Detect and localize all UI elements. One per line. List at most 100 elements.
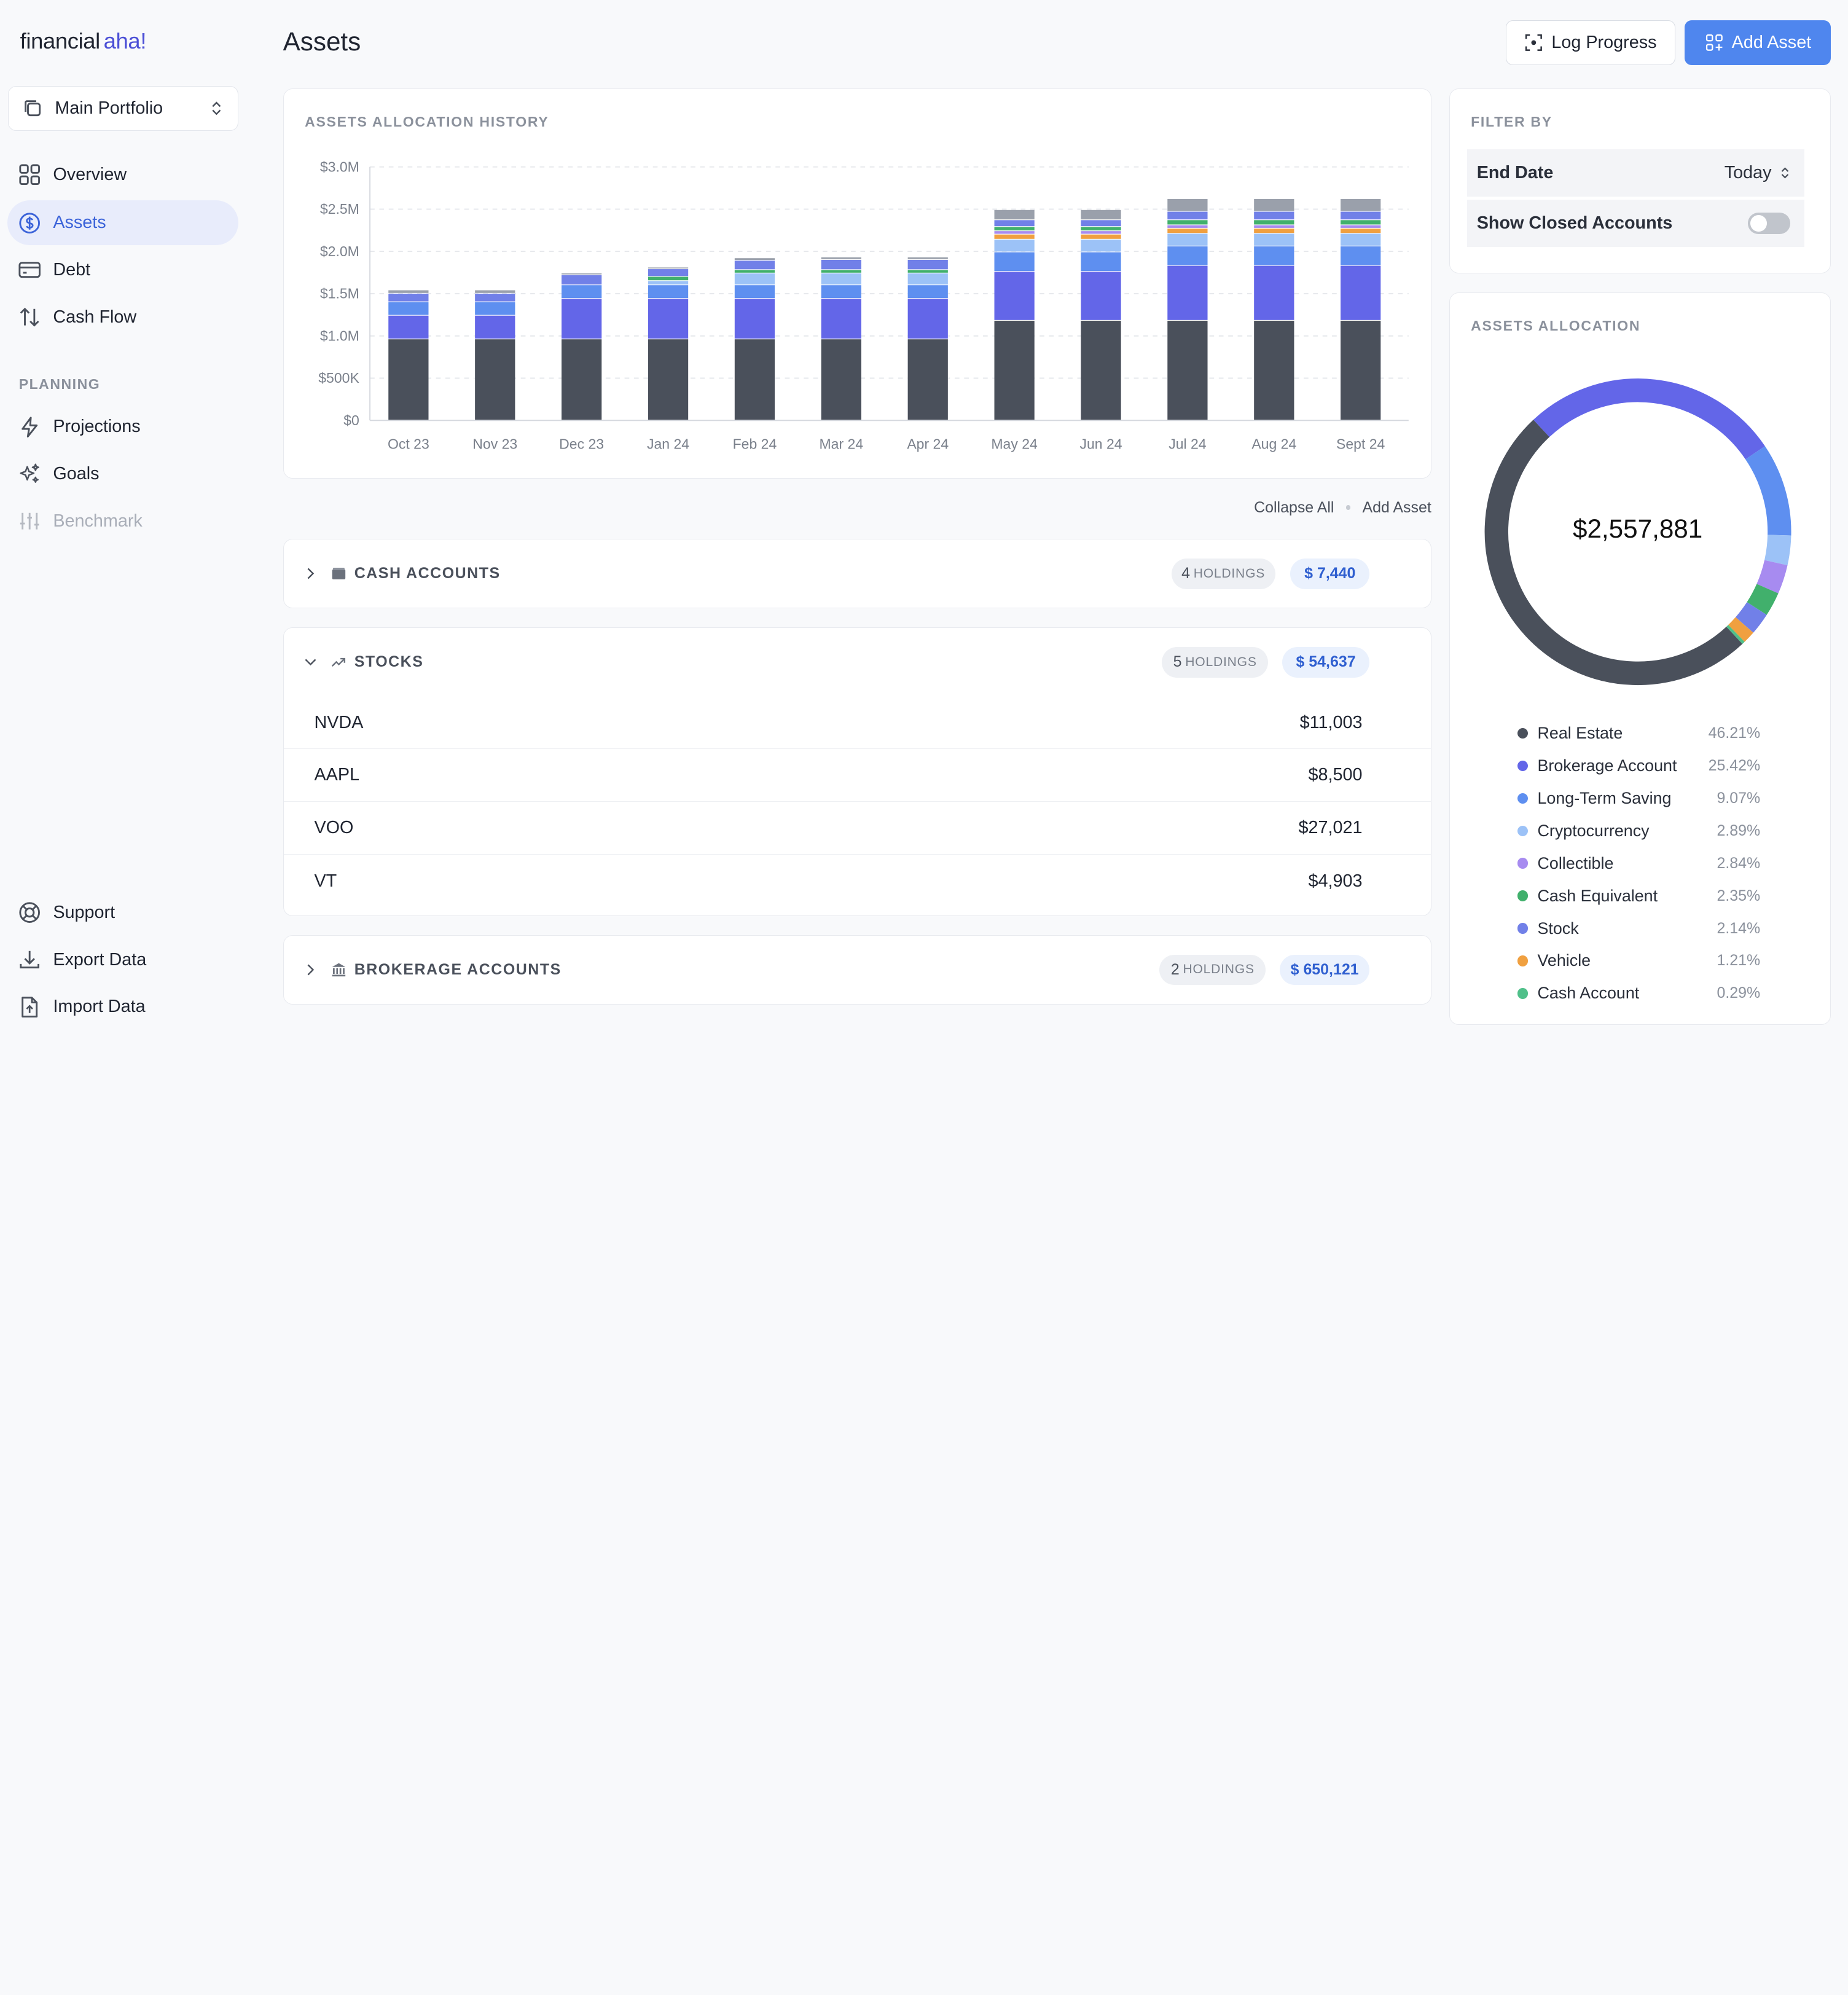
- end-date-select[interactable]: Today: [1725, 163, 1793, 183]
- legend-item[interactable]: Brokerage Account 25.42%: [1517, 750, 1765, 782]
- bar-segment[interactable]: [994, 252, 1035, 271]
- table-row[interactable]: AAPL $8,500: [283, 748, 1431, 801]
- bar-segment[interactable]: [907, 273, 948, 284]
- bar-segment[interactable]: [1253, 320, 1294, 420]
- bar-segment[interactable]: [1167, 198, 1208, 211]
- nav-export-data[interactable]: Export Data: [7, 938, 238, 982]
- bar-segment[interactable]: [561, 273, 601, 275]
- bar-segment[interactable]: [1080, 320, 1121, 420]
- bar-segment[interactable]: [907, 270, 948, 273]
- bar-segment[interactable]: [821, 257, 861, 259]
- group-header[interactable]: STOCKS 5 HOLDINGS $ 54,637: [284, 628, 1431, 696]
- bar-segment[interactable]: [907, 257, 948, 259]
- group-header[interactable]: BROKERAGE ACCOUNTS 2 HOLDINGS $ 650,121: [284, 936, 1431, 1004]
- legend-item[interactable]: Cryptocurrency 2.89%: [1517, 815, 1765, 847]
- bar-segment[interactable]: [1340, 228, 1380, 233]
- donut-slice[interactable]: [1764, 535, 1791, 565]
- bar-segment[interactable]: [994, 210, 1035, 220]
- bar-segment[interactable]: [734, 285, 775, 298]
- donut-slice[interactable]: [1756, 560, 1788, 594]
- bar-segment[interactable]: [474, 293, 515, 302]
- bar-segment[interactable]: [474, 302, 515, 315]
- bar-segment[interactable]: [994, 227, 1035, 230]
- bar-segment[interactable]: [821, 285, 861, 298]
- bar-segment[interactable]: [1080, 239, 1121, 252]
- bar-segment[interactable]: [1253, 265, 1294, 320]
- bar-segment[interactable]: [1340, 233, 1380, 246]
- bar-segment[interactable]: [1167, 233, 1208, 246]
- bar-segment[interactable]: [821, 259, 861, 270]
- collapse-all-link[interactable]: Collapse All: [1254, 498, 1334, 516]
- bar-segment[interactable]: [648, 269, 688, 276]
- legend-item[interactable]: Cash Account 0.29%: [1517, 977, 1765, 1009]
- bar-segment[interactable]: [1340, 265, 1380, 320]
- bar-segment[interactable]: [474, 290, 515, 293]
- bar-segment[interactable]: [1080, 252, 1121, 271]
- table-row[interactable]: VOO $27,021: [283, 801, 1431, 854]
- bar-segment[interactable]: [907, 259, 948, 270]
- bar-segment[interactable]: [648, 285, 688, 298]
- bar-segment[interactable]: [648, 276, 688, 281]
- bar-segment[interactable]: [561, 299, 601, 339]
- bar-segment[interactable]: [1253, 228, 1294, 233]
- bar-segment[interactable]: [907, 299, 948, 339]
- legend-item[interactable]: Long-Term Saving 9.07%: [1517, 782, 1765, 815]
- bar-segment[interactable]: [734, 261, 775, 270]
- donut-slice[interactable]: [1735, 602, 1767, 633]
- bar-segment[interactable]: [1253, 225, 1294, 228]
- bar-segment[interactable]: [1253, 211, 1294, 220]
- legend-item[interactable]: Stock 2.14%: [1517, 912, 1765, 945]
- closed-accounts-toggle[interactable]: [1748, 213, 1791, 234]
- bar-segment[interactable]: [734, 270, 775, 273]
- bar-segment[interactable]: [994, 320, 1035, 420]
- bar-segment[interactable]: [1253, 233, 1294, 246]
- bar-segment[interactable]: [994, 239, 1035, 252]
- donut-slice[interactable]: [1746, 583, 1779, 615]
- bar-segment[interactable]: [388, 293, 429, 302]
- bar-segment[interactable]: [1167, 265, 1208, 320]
- donut-slice[interactable]: [1726, 624, 1745, 644]
- legend-item[interactable]: Vehicle 1.21%: [1517, 944, 1765, 977]
- bar-segment[interactable]: [648, 299, 688, 339]
- nav-cash-flow[interactable]: Cash Flow: [7, 295, 238, 340]
- bar-segment[interactable]: [1080, 272, 1121, 320]
- brand-logo[interactable]: financial aha!: [20, 28, 147, 54]
- bar-segment[interactable]: [734, 299, 775, 339]
- bar-segment[interactable]: [734, 273, 775, 284]
- end-date-filter[interactable]: End Date Today: [1467, 149, 1805, 197]
- bar-segment[interactable]: [1080, 231, 1121, 234]
- bar-segment[interactable]: [1080, 220, 1121, 227]
- bar-segment[interactable]: [1080, 227, 1121, 230]
- bar-segment[interactable]: [821, 299, 861, 339]
- bar-segment[interactable]: [1253, 246, 1294, 265]
- bar-segment[interactable]: [648, 267, 688, 268]
- legend-item[interactable]: Collectible 2.84%: [1517, 847, 1765, 880]
- nav-projections[interactable]: Projections: [7, 404, 238, 449]
- group-header[interactable]: CASH ACCOUNTS 4 HOLDINGS $ 7,440: [284, 539, 1431, 608]
- bar-segment[interactable]: [1340, 211, 1380, 220]
- bar-segment[interactable]: [388, 315, 429, 339]
- bar-segment[interactable]: [1167, 246, 1208, 265]
- bar-segment[interactable]: [1340, 246, 1380, 265]
- nav-import-data[interactable]: Import Data: [7, 984, 238, 1029]
- bar-segment[interactable]: [388, 339, 429, 420]
- donut-slice[interactable]: [1484, 420, 1742, 686]
- add-asset-button[interactable]: Add Asset: [1685, 20, 1831, 65]
- bar-segment[interactable]: [821, 339, 861, 420]
- bar-segment[interactable]: [994, 220, 1035, 227]
- bar-segment[interactable]: [821, 270, 861, 273]
- bar-segment[interactable]: [388, 302, 429, 315]
- nav-assets[interactable]: Assets: [7, 200, 238, 246]
- bar-segment[interactable]: [561, 275, 601, 284]
- donut-slice[interactable]: [1745, 446, 1791, 536]
- bar-segment[interactable]: [561, 285, 601, 298]
- bar-segment[interactable]: [1167, 220, 1208, 225]
- nav-overview[interactable]: Overview: [7, 152, 238, 197]
- donut-slice[interactable]: [1728, 617, 1753, 642]
- bar-segment[interactable]: [907, 339, 948, 420]
- table-row[interactable]: NVDA $11,003: [284, 696, 1431, 749]
- bar-segment[interactable]: [734, 258, 775, 261]
- bar-segment[interactable]: [474, 339, 515, 420]
- bar-segment[interactable]: [561, 339, 601, 420]
- bar-segment[interactable]: [648, 281, 688, 284]
